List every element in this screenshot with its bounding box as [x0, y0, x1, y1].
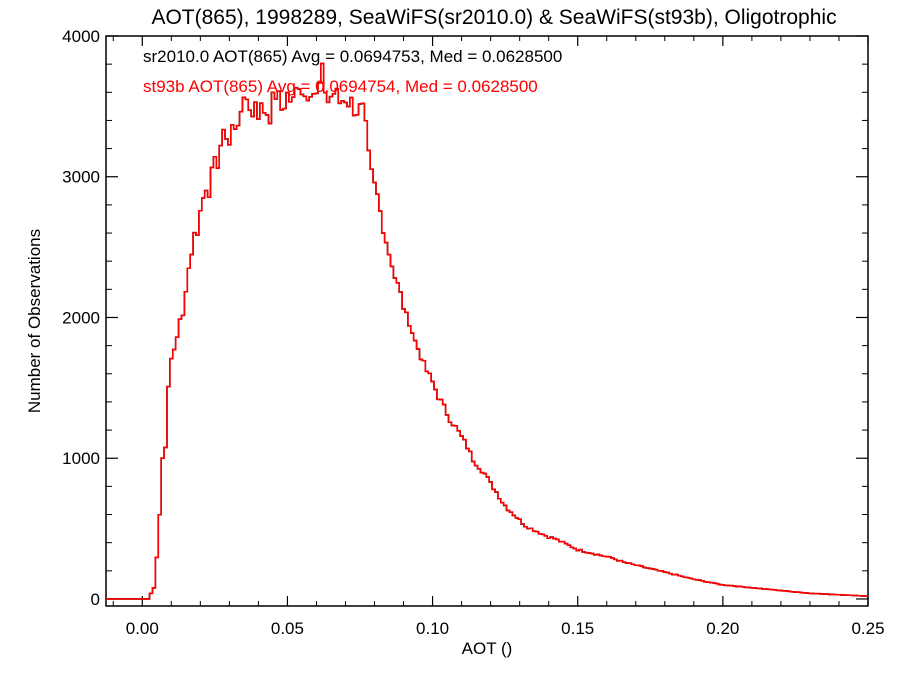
x-axis-title: AOT (): [462, 639, 513, 658]
x-tick-labels: 0.00 0.05 0.10 0.15 0.20 0.25: [126, 619, 885, 638]
y-tick-labels: 0 1000 2000 3000 4000: [62, 27, 100, 609]
y-tick-label: 0: [91, 590, 100, 609]
x-tick-label: 0.20: [706, 619, 739, 638]
x-tick-label: 0.00: [126, 619, 159, 638]
x-tick-label: 0.10: [416, 619, 449, 638]
y-axis-title: Number of Observations: [25, 229, 44, 413]
x-tick-label: 0.05: [271, 619, 304, 638]
plot-frame: [105, 35, 869, 607]
y-tick-label: 4000: [62, 27, 100, 46]
series-label-st93b: st93b AOT(865) Avg = 0.0694754, Med = 0.…: [143, 77, 538, 96]
y-tick-label: 1000: [62, 449, 100, 468]
y-tick-label: 2000: [62, 308, 100, 327]
y-tick-label: 3000: [62, 168, 100, 187]
series-line-st93b: [106, 62, 868, 600]
chart-title: AOT(865), 1998289, SeaWiFS(sr2010.0) & S…: [151, 6, 836, 29]
series-line-sr2010: [106, 62, 868, 600]
x-tick-label: 0.25: [851, 619, 884, 638]
x-tick-label: 0.15: [561, 619, 594, 638]
series-label-sr2010: sr2010.0 AOT(865) Avg = 0.0694753, Med =…: [143, 47, 562, 66]
axis-ticks: [106, 35, 869, 606]
